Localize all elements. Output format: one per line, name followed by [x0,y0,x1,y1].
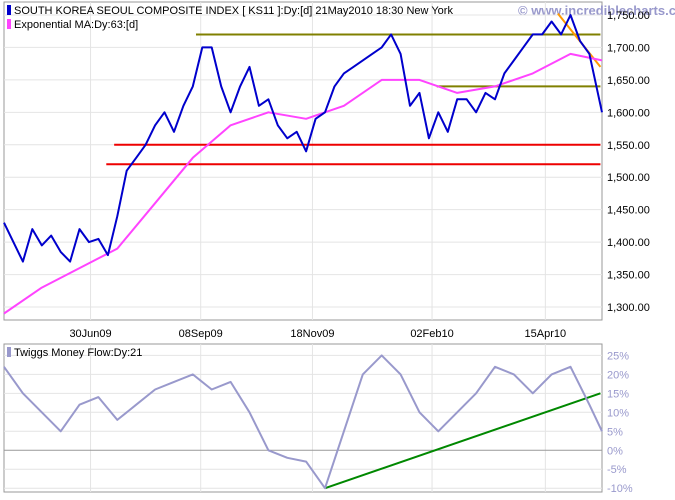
money-flow-plot-frame [3,343,603,493]
money-flow-gridlines [4,344,602,492]
trendline [324,392,601,490]
date-x-axis: 30Jun09 08Sep09 18Nov09 02Feb10 15Apr10 [69,328,566,340]
legend-swatch-index [7,5,11,15]
money-flow-y-tick-label: 25% [607,350,629,362]
money-flow-y-tick-label: -5% [607,464,627,476]
x-tick-label: 02Feb10 [410,328,453,340]
x-tick-label: 30Jun09 [69,328,111,340]
legend-swatch-ema [7,19,11,29]
index-price-line [3,14,603,263]
price-y-axis: 1,300.00 1,350.00 1,400.00 1,450.00 1,500.00… [607,10,650,314]
money-flow-y-tick-label: 5% [607,426,623,438]
x-tick-label: 18Nov09 [290,328,334,340]
price-y-tick-label: 1,650.00 [607,75,650,87]
money-flow-y-tick-label: 0% [607,445,623,457]
price-y-tick-label: 1,500.00 [607,172,650,184]
money-flow-y-tick-label: 15% [607,388,629,400]
money-flow-y-tick-label: -10% [607,483,633,495]
x-tick-label: 08Sep09 [179,328,223,340]
money-flow-line [3,354,603,490]
price-legend: SOUTH KOREA SEOUL COMPOSITE INDEX [ KS11… [7,5,453,31]
money-flow-y-axis: -10% -5% 0% 5% 10% 15% 20% 25% [607,350,633,495]
legend-label-ema: Exponential MA:Dy:63:[d] [14,19,138,31]
price-series [3,14,603,315]
price-y-tick-label: 1,300.00 [607,302,650,314]
money-flow-panel: -10% -5% 0% 5% 10% 15% 20% 25% Twiggs Money Flo… [3,343,633,495]
money-flow-legend: Twiggs Money Flow:Dy:21 [7,347,142,359]
money-flow-annotations [4,392,602,490]
money-flow-series [3,354,603,490]
price-y-tick-label: 1,350.00 [607,270,650,282]
price-panel: © www.incrediblecharts.com 1,300.00 1,350… [3,1,675,340]
x-tick-label: 15Apr10 [525,328,567,340]
legend-swatch-tmf [7,347,11,357]
watermark: © www.incrediblecharts.com [518,3,675,18]
price-y-tick-label: 1,400.00 [607,237,650,249]
legend-label-tmf: Twiggs Money Flow:Dy:21 [14,347,142,359]
price-y-tick-label: 1,600.00 [607,107,650,119]
money-flow-y-tick-label: 20% [607,369,629,381]
price-y-tick-label: 1,750.00 [607,10,650,22]
money-flow-y-tick-label: 10% [607,407,629,419]
price-y-tick-label: 1,450.00 [607,205,650,217]
legend-label-index: SOUTH KOREA SEOUL COMPOSITE INDEX [ KS11… [14,5,453,17]
price-y-tick-label: 1,550.00 [607,140,650,152]
price-y-tick-label: 1,700.00 [607,42,650,54]
ema-line [3,52,603,315]
price-plot-frame [3,1,603,321]
